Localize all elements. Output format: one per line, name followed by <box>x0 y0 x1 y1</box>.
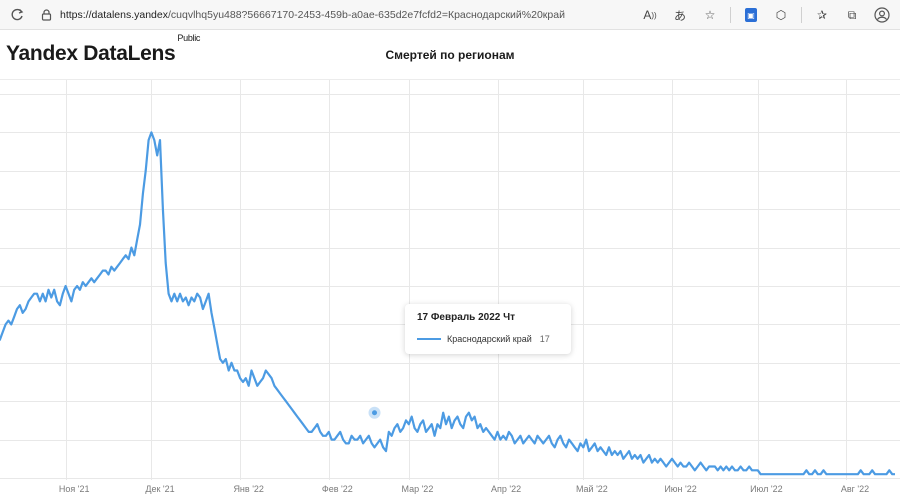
public-badge: Public <box>177 33 201 43</box>
reload-icon[interactable] <box>6 4 28 26</box>
x-tick-label: Фев '22 <box>322 484 353 494</box>
tooltip-series-name: Краснодарский край <box>447 334 532 344</box>
x-tick-label: Май '22 <box>576 484 608 494</box>
browser-tools: A)) あ ☆ ▣ ⬡ ✰ ⧉ <box>636 3 896 27</box>
extension-icon[interactable]: ⬡ <box>775 8 787 22</box>
x-tick-label: Июл '22 <box>750 484 783 494</box>
series-line-krasnodar[interactable] <box>0 131 895 476</box>
tooltip-row: Краснодарский край 17 <box>417 334 559 344</box>
browser-toolbar: https://datalens.yandex /cuqvlhq5yu488?5… <box>0 0 900 30</box>
bitwarden-icon[interactable]: ▣ <box>737 3 765 27</box>
line-chart[interactable]: Ноя '21 Дек '21 Янв '22 Фев '22 Мар '22 Апр '… <box>0 80 900 500</box>
add-favorite-icon[interactable]: ☆ <box>704 8 716 22</box>
url-host: https://datalens.yandex <box>60 9 168 21</box>
collections-icon[interactable]: ⧉ <box>847 7 857 22</box>
x-tick-label: Авг '22 <box>841 484 869 494</box>
hover-point[interactable] <box>372 410 378 416</box>
read-aloud-icon[interactable]: A)) <box>643 8 657 22</box>
chart-title: Смертей по регионам <box>385 48 515 62</box>
chart-canvas[interactable]: Ноя '21 Дек '21 Янв '22 Фев '22 Мар '22 Апр '… <box>0 80 900 500</box>
x-tick-label: Дек '21 <box>145 484 174 494</box>
profile-icon[interactable] <box>868 3 896 27</box>
chart-tooltip: 17 Февраль 2022 Чт Краснодарский край 17 <box>405 304 571 354</box>
x-tick-label: Янв '22 <box>233 484 263 494</box>
toolbar-divider <box>730 7 731 23</box>
translate-icon[interactable]: あ <box>673 8 686 23</box>
x-tick-label: Мар '22 <box>401 484 433 494</box>
tooltip-value: 17 <box>539 334 550 344</box>
logo-text: Yandex DataLens <box>6 42 176 65</box>
app-logo[interactable]: Yandex DataLensPublic <box>6 33 200 66</box>
tooltip-date: 17 Февраль 2022 Чт <box>417 312 516 323</box>
url-path: /cuqvlhq5yu488?56667170-2453-459b-a0ae-6… <box>168 9 565 21</box>
tooltip-series-swatch <box>417 338 441 340</box>
lock-icon[interactable] <box>38 7 54 23</box>
x-tick-label: Ноя '21 <box>59 484 90 494</box>
favorites-icon[interactable]: ✰ <box>816 8 828 22</box>
x-tick-label: Июн '22 <box>664 484 696 494</box>
address-bar[interactable]: https://datalens.yandex /cuqvlhq5yu488?5… <box>36 4 646 26</box>
x-tick-label: Апр '22 <box>491 484 521 494</box>
toolbar-divider-2 <box>801 7 802 23</box>
app-header: Yandex DataLensPublic Смертей по региона… <box>0 30 900 80</box>
